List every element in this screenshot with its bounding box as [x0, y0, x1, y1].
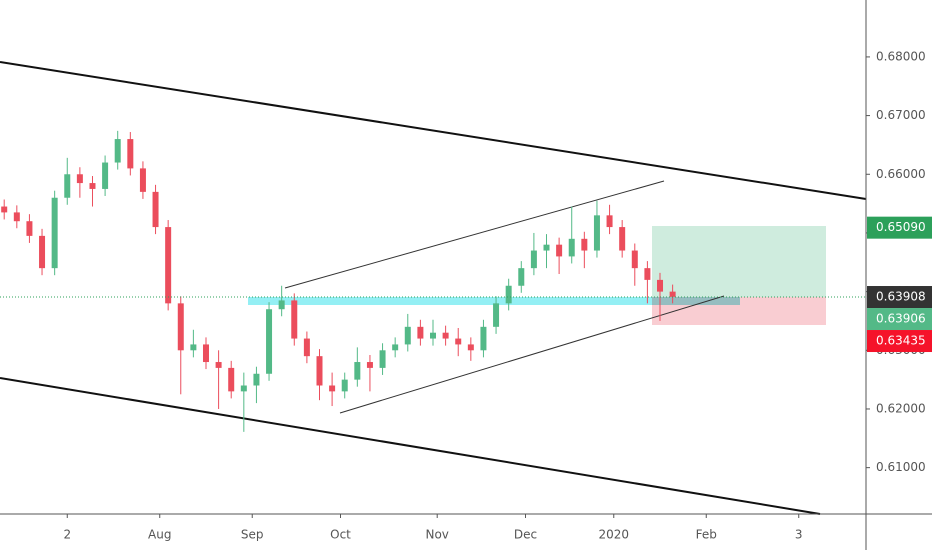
candle-body [530, 250, 537, 269]
candle-body [493, 303, 500, 327]
axes: 0.610000.620000.630000.640000.650000.660… [63, 49, 932, 542]
candle-body [631, 250, 638, 269]
x-tick-label: 3 [795, 528, 803, 542]
support-band [248, 297, 740, 305]
candle-body [190, 344, 197, 351]
candle-body [240, 385, 247, 392]
projection-box [652, 297, 740, 305]
candle-body [316, 356, 323, 386]
candle-body [152, 191, 159, 228]
candle-body [657, 279, 664, 292]
candle-body [518, 268, 525, 286]
price-label-bg [867, 216, 932, 239]
price-label: 0.65090 [876, 220, 926, 234]
candle-body [329, 385, 336, 392]
channel-top [0, 61, 867, 200]
candle-body [430, 332, 436, 339]
candle-body [127, 139, 134, 169]
candle-body [568, 238, 575, 257]
candle-body [366, 362, 373, 368]
candle-body [139, 168, 146, 192]
price-label-bg [867, 330, 932, 353]
candle-body [392, 344, 399, 351]
candle-body [39, 235, 46, 269]
y-tick-label: 0.68000 [876, 49, 926, 63]
candles [1, 130, 676, 432]
x-tick-label: Sep [241, 528, 264, 542]
price-label-bg [867, 286, 932, 309]
candle-body [581, 238, 588, 251]
candle-body [165, 227, 172, 304]
candle-body [26, 221, 33, 236]
candle-body [341, 379, 348, 392]
candle-body [455, 338, 462, 345]
candle-body [303, 338, 310, 357]
x-tick-label: Nov [425, 528, 448, 542]
price-label: 0.63908 [876, 290, 926, 304]
candle-body [404, 326, 411, 345]
candle-body [76, 174, 83, 184]
price-label: 0.63435 [876, 334, 926, 348]
x-tick-label: Feb [696, 528, 717, 542]
x-tick-label: 2 [63, 528, 71, 542]
candle-body [278, 300, 285, 310]
price-label: 0.63906 [876, 312, 926, 326]
candle-body [51, 197, 58, 269]
y-tick-label: 0.61000 [876, 460, 926, 474]
candle-body [291, 300, 298, 339]
candle-body [505, 285, 512, 304]
candle-body [102, 162, 109, 189]
x-tick-label: Dec [514, 528, 537, 542]
inner-channel-bottom [339, 295, 725, 414]
channel-bottom [0, 377, 821, 515]
candle-body [480, 326, 487, 351]
profit-zone [652, 226, 826, 297]
x-tick-label: Aug [148, 528, 171, 542]
candle-body [266, 309, 273, 374]
candle-body [669, 291, 676, 297]
candle-body [64, 174, 71, 198]
inner-channel-top [284, 180, 665, 289]
candle-body [593, 215, 600, 251]
candle-body [467, 344, 474, 351]
x-tick-label: 2020 [598, 528, 629, 542]
candle-body [253, 373, 260, 386]
candle-body [177, 303, 184, 351]
drawings [0, 61, 867, 515]
candle-body [228, 367, 235, 392]
candle-body [442, 332, 449, 339]
candle-body [556, 244, 563, 257]
candle-body [606, 215, 613, 228]
candle-body [354, 362, 361, 380]
candle-body [114, 139, 121, 163]
candle-body [89, 183, 96, 189]
candle-body [13, 212, 20, 222]
candle-body [417, 326, 424, 339]
candle-body [215, 362, 222, 368]
y-tick-label: 0.62000 [876, 401, 926, 415]
x-tick-label: Oct [330, 528, 351, 542]
candle-body [1, 206, 8, 213]
candle-body [379, 350, 386, 368]
y-tick-label: 0.67000 [876, 108, 926, 122]
price-label-bg [867, 308, 932, 331]
y-tick-label: 0.66000 [876, 167, 926, 181]
candle-body [202, 344, 209, 363]
candle-body [543, 244, 550, 251]
candle-body [619, 227, 626, 251]
candle-body [644, 268, 651, 280]
